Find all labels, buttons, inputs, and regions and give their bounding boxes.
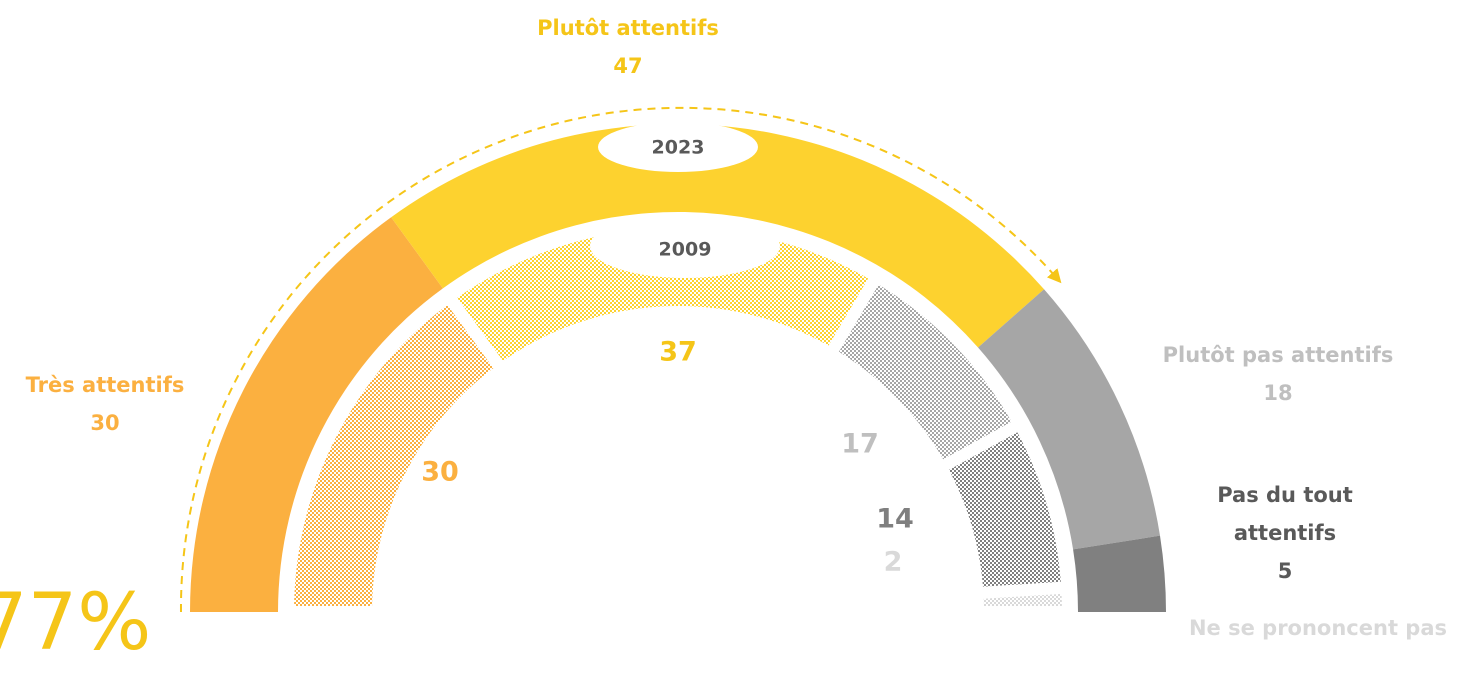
dashed-arrow (179, 106, 1062, 613)
value-label: 18 (1263, 381, 1293, 405)
category-name: Très attentifs (25, 373, 185, 397)
category-name: Pas du tout attentifs (1217, 483, 1353, 545)
category-name: Plutôt attentifs (537, 16, 719, 40)
year-badge (598, 122, 758, 172)
series-name: 2009 (659, 239, 712, 261)
category-name: Ne se prononcent pas (1188, 616, 1448, 640)
value-label: 30 (90, 411, 120, 435)
value-label: 5 (1277, 559, 1293, 583)
value-label: 37 (659, 337, 697, 368)
category-label: Ne se prononcent pas (1168, 609, 1463, 647)
category-label: Pas du tout attentifs 5 (1185, 476, 1385, 590)
value-label: 47 (613, 54, 643, 78)
value-label: 14 (876, 504, 914, 535)
value-label: 30 (421, 457, 459, 488)
ring-segment (190, 217, 443, 612)
annotation: 77% (0, 578, 152, 668)
category-name: Plutôt pas attentifs (1162, 343, 1394, 367)
year-badge (590, 214, 780, 278)
category-label: Plutôt pas attentifs 18 (1128, 336, 1428, 412)
series-name: 2023 (652, 137, 705, 159)
value-label: 17 (841, 429, 879, 460)
category-label: Plutôt attentifs 47 (478, 9, 778, 85)
category-label: Très attentifs 30 (5, 366, 205, 442)
value-label: 2 (884, 547, 903, 578)
ring-segment (1073, 535, 1166, 612)
ring-segment (391, 124, 1045, 348)
ring-segment (978, 289, 1160, 550)
ring-segment (971, 581, 1075, 618)
